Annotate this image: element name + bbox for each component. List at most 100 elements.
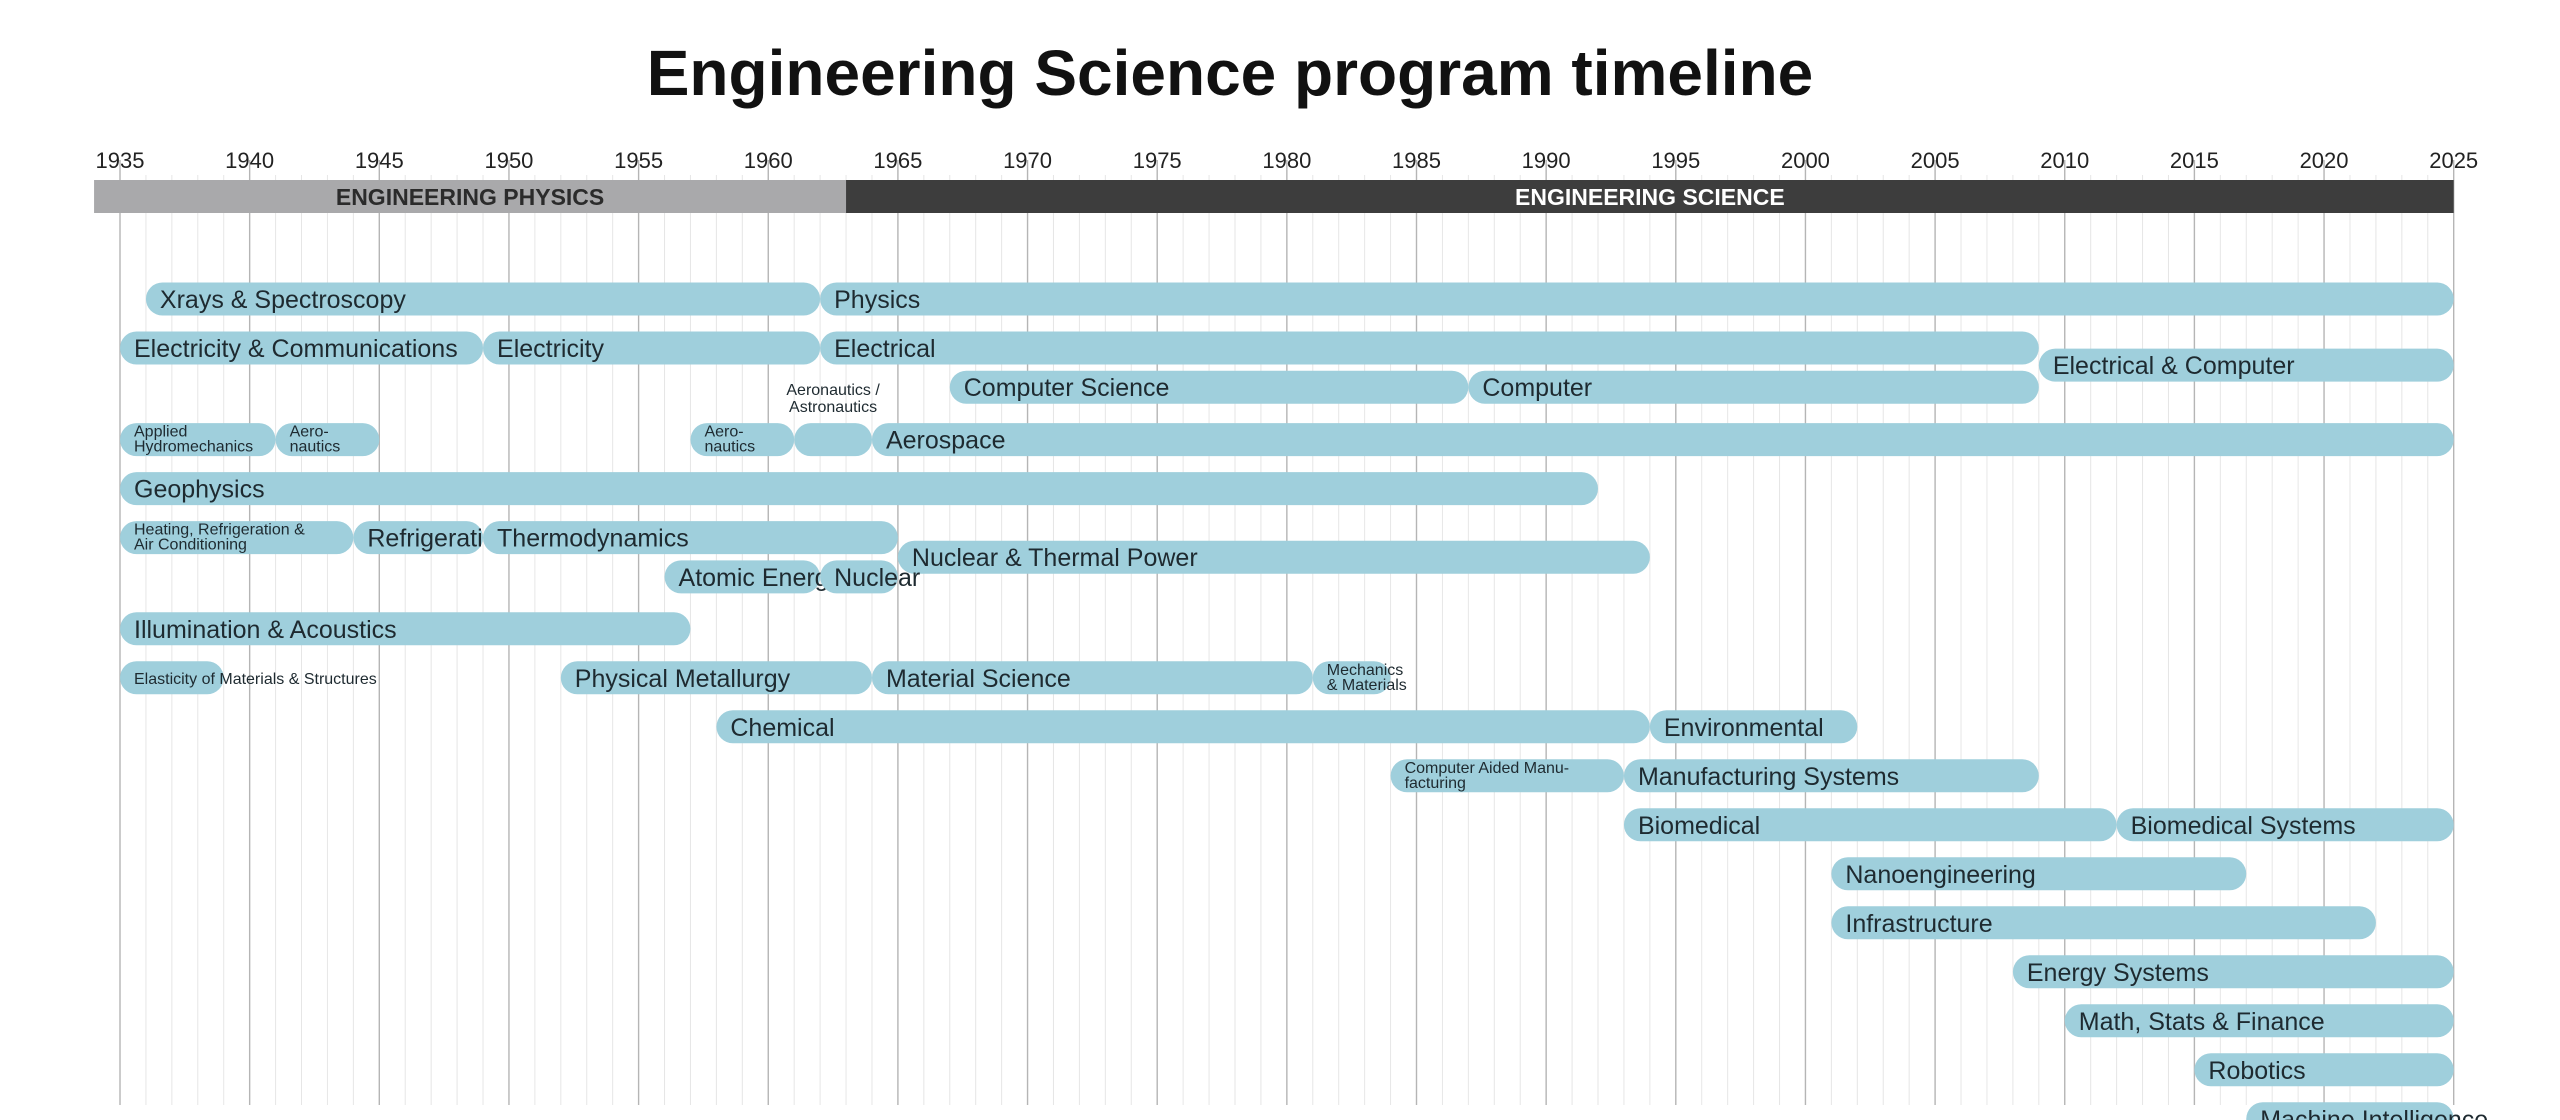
bar-label-geophysics: Geophysics — [134, 476, 265, 504]
bar-xrays — [145, 282, 821, 316]
bar-biomedical-systems — [2116, 808, 2454, 842]
bar-thermodynamics — [483, 521, 898, 555]
tick-label-1970: 1970 — [1003, 148, 1052, 173]
bar-label-computer: Computer — [1482, 374, 1592, 402]
bar-label-environmental: Environmental — [1664, 714, 1824, 742]
bar-aero-astro — [794, 423, 872, 457]
bar-infrastructure — [1831, 906, 2376, 940]
bar-label-electrical: Electrical — [834, 335, 935, 363]
tick-label-1990: 1990 — [1522, 148, 1571, 173]
tick-label-1955: 1955 — [614, 148, 663, 173]
program-bars: Xrays & Spectroscopy Physics Electricity &… — [120, 282, 2488, 1120]
tick-label-1995: 1995 — [1651, 148, 1700, 173]
tick-label-1960: 1960 — [744, 148, 793, 173]
era-label-engineering-science: ENGINEERING SCIENCE — [1515, 184, 1785, 210]
tick-label-1940: 1940 — [225, 148, 274, 173]
bar-aeronautics-2 — [690, 423, 795, 457]
bar-label-cad-manufacturing: Computer Aided Manu-facturing — [1405, 760, 1570, 792]
bar-aerospace — [871, 423, 2454, 457]
bar-label-robotics: Robotics — [2208, 1057, 2305, 1085]
bar-illumination — [120, 612, 691, 646]
bar-label-biomedical-systems: Biomedical Systems — [2131, 812, 2356, 840]
bar-label-heating: Heating, Refrigeration & Air Conditioning — [134, 522, 305, 554]
era-band-engineering-physics — [94, 180, 847, 213]
bar-label-energy-systems: Energy Systems — [2027, 959, 2209, 987]
bar-elec-computer — [2038, 348, 2454, 382]
bar-label-applied-hydro: Applied Hydromechanics — [134, 424, 253, 456]
year-axis: 1935 1940 1945 1950 1955 1960 1965 1970 1975 1980… — [96, 148, 2479, 173]
bar-nuclear — [820, 560, 898, 594]
bar-label-aero-astro: Aeronautics / Astronautics — [786, 382, 880, 416]
bar-mech-materials — [1312, 661, 1391, 695]
bar-biomedical — [1623, 808, 2117, 842]
bar-label-elec-computer: Electrical & Computer — [2053, 352, 2295, 380]
bar-label-aeronautics-2: Aero-nautics — [704, 424, 755, 456]
bar-computer-science — [949, 370, 1469, 404]
bar-label-xrays: Xrays & Spectroscopy — [160, 286, 406, 314]
bar-label-nuclear-thermal: Nuclear & Thermal Power — [912, 544, 1198, 572]
bar-label-elec-comm: Electricity & Communications — [134, 335, 458, 363]
bar-manufacturing-systems — [1623, 759, 2039, 793]
bar-aeronautics-1 — [275, 423, 380, 457]
bar-geophysics — [120, 472, 1599, 506]
tick-label-2025: 2025 — [2429, 148, 2478, 173]
bar-robotics — [2194, 1053, 2454, 1087]
bar-electricity — [483, 331, 821, 365]
bar-physics — [820, 282, 2454, 316]
bar-environmental — [1649, 710, 1858, 744]
bar-label-mech-materials: Mechanics & Materials — [1327, 662, 1407, 694]
tick-label-2015: 2015 — [2170, 148, 2219, 173]
bar-chemical — [716, 710, 1650, 744]
tick-label-2005: 2005 — [1911, 148, 1960, 173]
bar-computer — [1468, 370, 2039, 404]
tick-label-2010: 2010 — [2040, 148, 2089, 173]
bar-refrigeration — [353, 521, 484, 555]
bar-label-aeronautics-1: Aero-nautics — [290, 424, 341, 456]
bar-applied-hydro — [120, 423, 276, 457]
tick-label-1980: 1980 — [1262, 148, 1311, 173]
tick-label-2000: 2000 — [1781, 148, 1830, 173]
era-band-engineering-science — [846, 180, 2454, 213]
tick-label-1975: 1975 — [1133, 148, 1182, 173]
bar-math-stats-finance — [2064, 1004, 2454, 1038]
tick-label-1935: 1935 — [96, 148, 145, 173]
bar-phys-metallurgy — [560, 661, 872, 695]
bar-label-physics: Physics — [834, 286, 920, 314]
bar-label-nuclear: Nuclear — [834, 564, 920, 592]
bar-label-atomic-energy: Atomic Energy — [679, 564, 842, 592]
bar-elec-comm — [120, 331, 484, 365]
bar-elasticity — [120, 661, 224, 695]
bar-nanoengineering — [1831, 857, 2247, 891]
bar-label-infrastructure: Infrastructure — [1845, 910, 1992, 938]
era-label-engineering-physics: ENGINEERING PHYSICS — [336, 184, 604, 210]
bar-label-nanoengineering: Nanoengineering — [1845, 861, 2035, 889]
bar-label-electricity: Electricity — [497, 335, 604, 363]
bar-atomic-energy — [664, 560, 821, 594]
bar-material-science — [871, 661, 1313, 695]
bar-label-chemical: Chemical — [730, 714, 834, 742]
bar-label-aerospace: Aerospace — [886, 427, 1006, 455]
tick-label-1985: 1985 — [1392, 148, 1441, 173]
bar-label-machine-intelligence: Machine Intelligence — [2260, 1106, 2488, 1120]
tick-label-1965: 1965 — [873, 148, 922, 173]
tick-label-1950: 1950 — [484, 148, 533, 173]
bar-label-illumination: Illumination & Acoustics — [134, 616, 397, 644]
bar-label-math-stats-finance: Math, Stats & Finance — [2079, 1008, 2325, 1036]
page-title: Engineering Science program timeline — [647, 37, 1814, 109]
bar-label-computer-science: Computer Science — [964, 374, 1170, 402]
bar-label-phys-metallurgy: Physical Metallurgy — [575, 665, 791, 693]
bar-cad-manufacturing — [1390, 759, 1624, 793]
bar-nuclear-thermal — [897, 540, 1650, 574]
bar-label-biomedical: Biomedical — [1638, 812, 1760, 840]
era-header: ENGINEERING PHYSICS ENGINEERING SCIENCE — [94, 180, 2454, 213]
tick-label-2020: 2020 — [2300, 148, 2349, 173]
bar-energy-systems — [2012, 955, 2454, 989]
bar-label-material-science: Material Science — [886, 665, 1071, 693]
bar-label-elasticity: Elasticity of Materials & Structures — [134, 671, 377, 688]
bar-machine-intelligence — [2246, 1102, 2454, 1120]
bar-label-manufacturing-systems: Manufacturing Systems — [1638, 763, 1899, 791]
bar-label-thermodynamics: Thermodynamics — [497, 525, 689, 553]
bar-electrical — [820, 331, 2039, 365]
tick-label-1945: 1945 — [355, 148, 404, 173]
